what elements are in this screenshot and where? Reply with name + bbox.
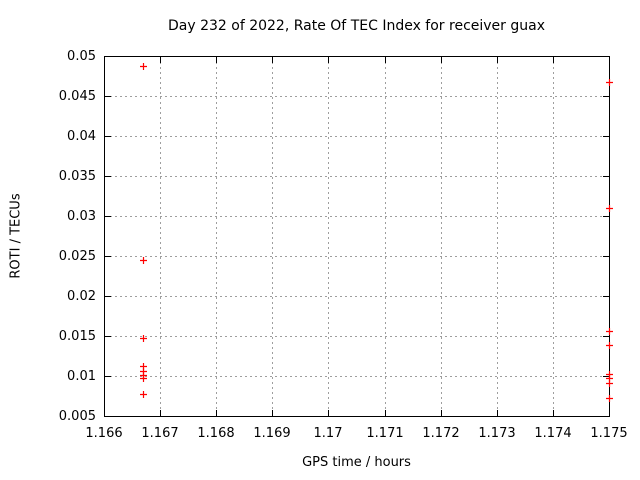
data-point xyxy=(606,380,613,387)
y-tick-label: 0.05 xyxy=(67,49,96,64)
x-axis-title: GPS time / hours xyxy=(302,455,411,470)
y-tick-label: 0.045 xyxy=(59,89,96,104)
x-tick-label: 1.174 xyxy=(534,426,571,441)
data-point xyxy=(140,391,147,398)
y-tick-label: 0.01 xyxy=(67,369,96,384)
x-tick-label: 1.166 xyxy=(85,426,122,441)
y-tick-label: 0.03 xyxy=(67,209,96,224)
data-point xyxy=(606,395,613,402)
x-tick-label: 1.171 xyxy=(366,426,403,441)
y-tick-label: 0.015 xyxy=(59,329,96,344)
x-tick-label: 1.167 xyxy=(141,426,178,441)
x-tick-label: 1.172 xyxy=(422,426,459,441)
data-point xyxy=(140,375,147,382)
data-point xyxy=(606,342,613,349)
y-tick-label: 0.025 xyxy=(59,249,96,264)
x-tick-label: 1.169 xyxy=(253,426,290,441)
x-tick-label: 1.173 xyxy=(478,426,515,441)
data-point xyxy=(606,205,613,212)
x-tick-label: 1.175 xyxy=(590,426,627,441)
y-tick-label: 0.02 xyxy=(67,289,96,304)
x-tick-label: 1.17 xyxy=(314,426,343,441)
y-tick-label: 0.035 xyxy=(59,169,96,184)
data-point xyxy=(606,79,613,86)
y-tick-label: 0.005 xyxy=(59,409,96,424)
x-tick-label: 1.168 xyxy=(197,426,234,441)
data-point xyxy=(140,63,147,70)
data-point xyxy=(140,257,147,264)
chart-title: Day 232 of 2022, Rate Of TEC Index for r… xyxy=(168,18,545,34)
data-point xyxy=(606,328,613,335)
data-point xyxy=(140,335,147,342)
plot-border xyxy=(104,56,610,417)
y-tick-label: 0.04 xyxy=(67,129,96,144)
